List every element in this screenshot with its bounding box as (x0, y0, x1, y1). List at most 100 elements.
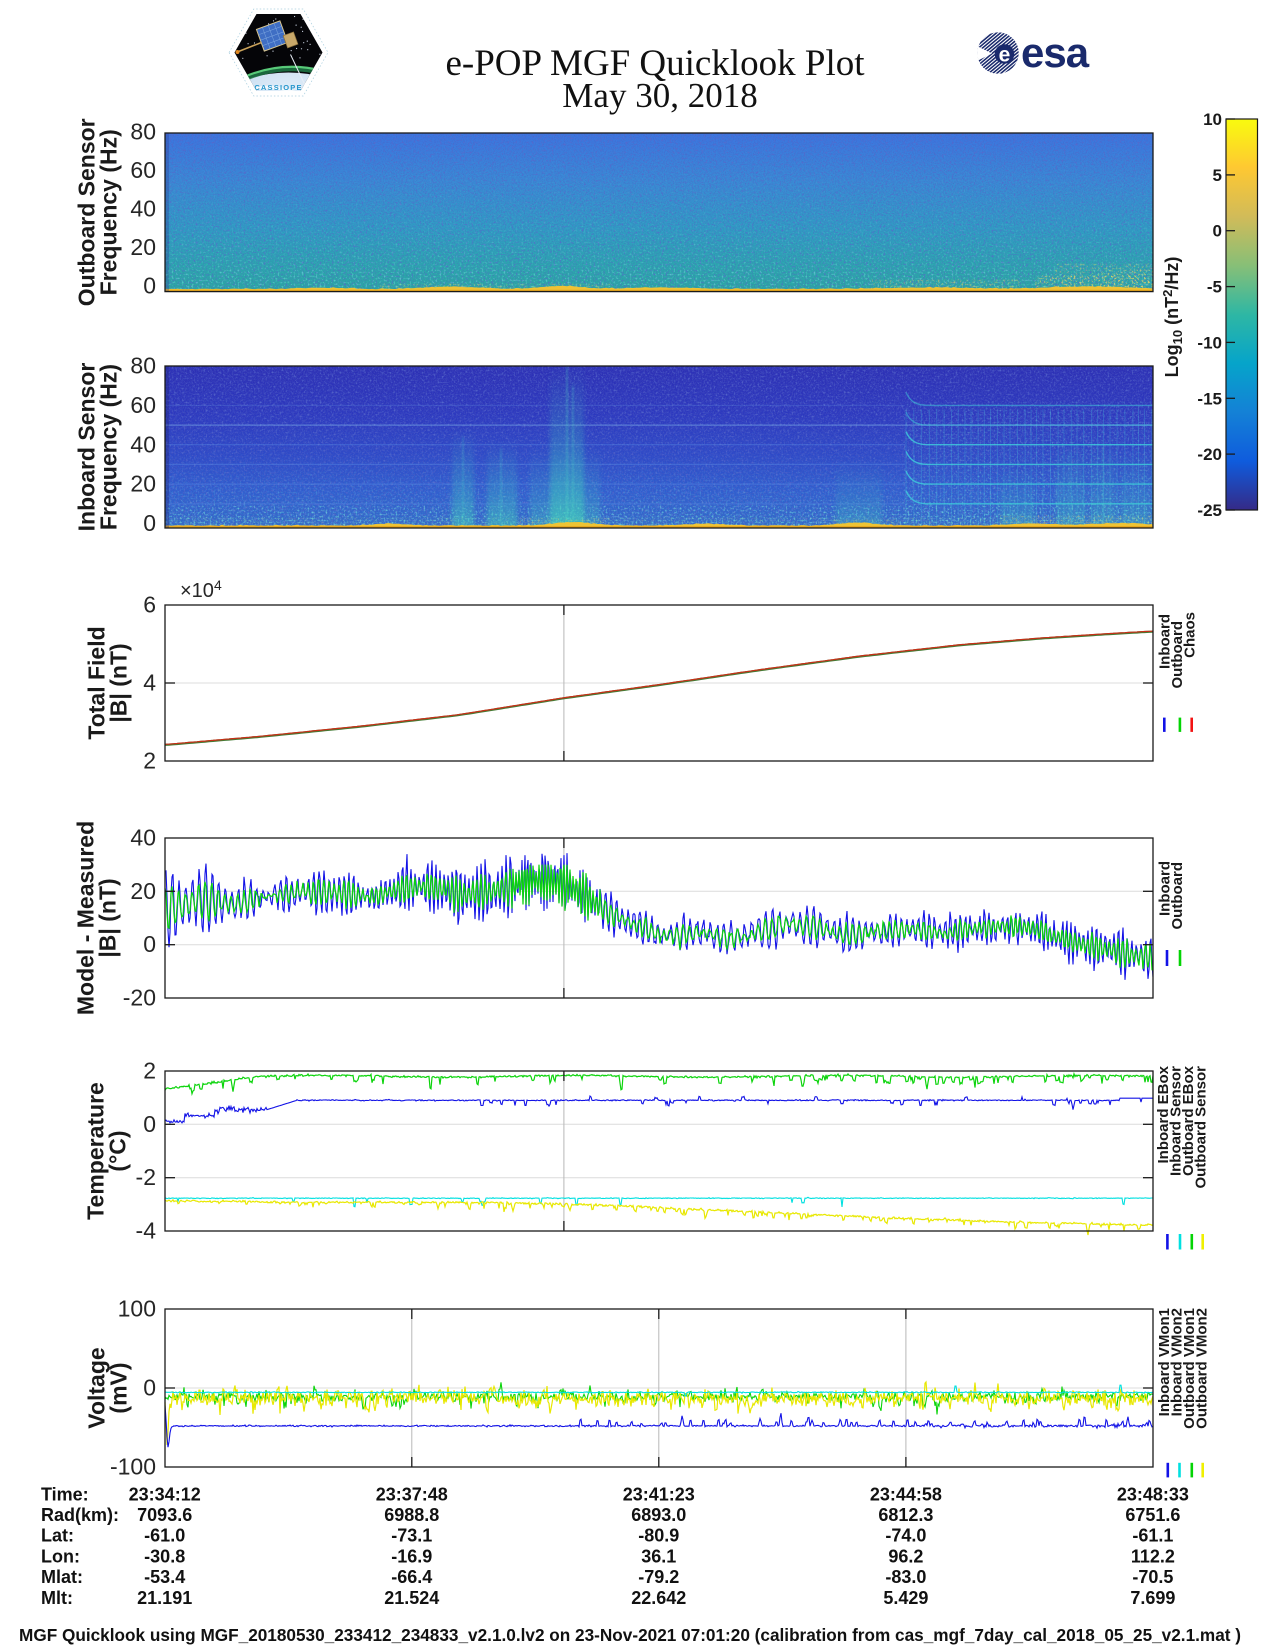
svg-text:6751.6: 6751.6 (1125, 1505, 1180, 1525)
svg-text:-53.4: -53.4 (144, 1567, 185, 1587)
svg-text:40: 40 (130, 196, 156, 222)
svg-text:20: 20 (130, 878, 156, 904)
svg-text:Inboard EBox: Inboard EBox (1155, 1065, 1172, 1163)
svg-text:(mV): (mV) (106, 1362, 132, 1413)
svg-text:Model - Measured: Model - Measured (73, 821, 99, 1015)
svg-text:-20: -20 (1197, 445, 1222, 464)
svg-text:0: 0 (143, 510, 156, 536)
svg-text:21.191: 21.191 (137, 1588, 192, 1608)
svg-text:-4: -4 (136, 1218, 157, 1244)
svg-text:Inboard: Inboard (1156, 861, 1173, 916)
svg-text:Temperature: Temperature (83, 1082, 109, 1220)
svg-text:May 30, 2018: May 30, 2018 (562, 76, 757, 115)
svg-text:4: 4 (143, 670, 156, 696)
svg-text:36.1: 36.1 (641, 1546, 676, 1566)
svg-text:96.2: 96.2 (888, 1546, 923, 1566)
svg-text:-25: -25 (1197, 501, 1222, 520)
svg-text:112.2: 112.2 (1131, 1546, 1175, 1566)
svg-text:2: 2 (143, 1058, 156, 1084)
svg-text:2: 2 (143, 748, 156, 774)
svg-text:7093.6: 7093.6 (137, 1505, 192, 1525)
svg-text:e-POP MGF Quicklook Plot: e-POP MGF Quicklook Plot (445, 43, 865, 84)
svg-text:Mlat:: Mlat: (41, 1567, 83, 1587)
svg-text:80: 80 (130, 119, 156, 145)
svg-text:6988.8: 6988.8 (384, 1505, 439, 1525)
svg-text:20: 20 (130, 471, 156, 497)
svg-text:7.699: 7.699 (1130, 1588, 1175, 1608)
svg-text:-79.2: -79.2 (638, 1567, 679, 1587)
svg-text:Voltage: Voltage (84, 1347, 110, 1428)
svg-text:-73.1: -73.1 (391, 1526, 432, 1546)
svg-text:Outboard: Outboard (1169, 621, 1186, 689)
svg-text:6: 6 (143, 592, 156, 618)
svg-text:Inboard Sensor: Inboard Sensor (74, 363, 100, 532)
svg-text:Inboard VMon2: Inboard VMon2 (1168, 1308, 1185, 1416)
svg-text:80: 80 (130, 353, 156, 379)
svg-text:-30.8: -30.8 (144, 1546, 185, 1566)
svg-text:Outboard VMon1: Outboard VMon1 (1181, 1308, 1198, 1429)
svg-text:10: 10 (1203, 110, 1222, 129)
svg-text:e: e (999, 44, 1011, 67)
svg-text:Outboard VMon2: Outboard VMon2 (1193, 1308, 1210, 1429)
svg-text:Total Field: Total Field (84, 626, 110, 739)
svg-text:23:37:48: 23:37:48 (376, 1484, 448, 1504)
svg-text:0: 0 (143, 931, 156, 957)
svg-text:Chaos: Chaos (1181, 612, 1198, 658)
svg-text:5.429: 5.429 (883, 1588, 928, 1608)
svg-text:-70.5: -70.5 (1132, 1567, 1173, 1587)
svg-text:0: 0 (1213, 222, 1222, 241)
svg-text:40: 40 (130, 825, 156, 851)
svg-text:(°C): (°C) (105, 1130, 131, 1171)
svg-text:-20: -20 (123, 985, 156, 1011)
svg-text:60: 60 (130, 157, 156, 183)
svg-text:100: 100 (118, 1296, 156, 1322)
svg-text:20: 20 (130, 234, 156, 260)
svg-text:Outboard Sensor: Outboard Sensor (74, 118, 100, 306)
svg-text:Log10 (nT2/Hz): Log10 (nT2/Hz) (1160, 257, 1185, 378)
svg-text:Inboard VMon1: Inboard VMon1 (1156, 1308, 1173, 1416)
svg-text:Rad(km):: Rad(km): (41, 1505, 119, 1525)
svg-text:Outboard EBox: Outboard EBox (1180, 1065, 1197, 1176)
svg-text:Frequency (Hz): Frequency (Hz) (96, 129, 122, 295)
svg-text:CASSIOPE: CASSIOPE (254, 83, 302, 92)
svg-text:-83.0: -83.0 (885, 1567, 926, 1587)
svg-text:-80.9: -80.9 (638, 1526, 679, 1546)
svg-text:22.642: 22.642 (631, 1588, 686, 1608)
svg-text:23:34:12: 23:34:12 (129, 1484, 201, 1504)
svg-text:60: 60 (130, 392, 156, 418)
svg-text:×104: ×104 (180, 577, 222, 602)
svg-text:-66.4: -66.4 (391, 1567, 432, 1587)
svg-text:Inboard: Inboard (1156, 614, 1173, 669)
svg-text:Outboard: Outboard (1169, 862, 1186, 930)
svg-text:Time:: Time: (41, 1484, 89, 1504)
svg-text:-5: -5 (1207, 278, 1222, 297)
svg-text:esa: esa (1021, 29, 1090, 76)
svg-text:0: 0 (143, 272, 156, 298)
svg-text:-61.1: -61.1 (1132, 1526, 1173, 1546)
svg-text:-100: -100 (110, 1454, 156, 1480)
svg-text:-74.0: -74.0 (885, 1526, 926, 1546)
svg-text:23:41:23: 23:41:23 (623, 1484, 695, 1504)
svg-text:-15: -15 (1197, 389, 1222, 408)
svg-text:21.524: 21.524 (384, 1588, 439, 1608)
svg-text:-10: -10 (1197, 333, 1222, 352)
svg-text:|B| (nT): |B| (nT) (106, 643, 132, 722)
svg-text:-61.0: -61.0 (144, 1526, 185, 1546)
svg-text:Lat:: Lat: (41, 1526, 74, 1546)
svg-text:Mlt:: Mlt: (41, 1588, 73, 1608)
svg-text:23:48:33: 23:48:33 (1117, 1484, 1189, 1504)
svg-text:40: 40 (130, 431, 156, 457)
svg-text:Outboard Sensor: Outboard Sensor (1192, 1066, 1209, 1189)
svg-text:MGF Quicklook using MGF_201805: MGF Quicklook using MGF_20180530_233412_… (19, 1625, 1241, 1645)
svg-text:6812.3: 6812.3 (878, 1505, 933, 1525)
svg-text:-2: -2 (136, 1164, 156, 1190)
svg-text:0: 0 (143, 1375, 156, 1401)
svg-text:Lon:: Lon: (41, 1546, 80, 1566)
svg-text:0: 0 (143, 1111, 156, 1137)
svg-text:6893.0: 6893.0 (631, 1505, 686, 1525)
svg-text:Frequency (Hz): Frequency (Hz) (96, 364, 122, 530)
svg-text:Inboard Sensor: Inboard Sensor (1167, 1066, 1184, 1176)
svg-text:23:44:58: 23:44:58 (870, 1484, 942, 1504)
svg-text:-16.9: -16.9 (391, 1546, 432, 1566)
svg-text:5: 5 (1213, 166, 1222, 185)
